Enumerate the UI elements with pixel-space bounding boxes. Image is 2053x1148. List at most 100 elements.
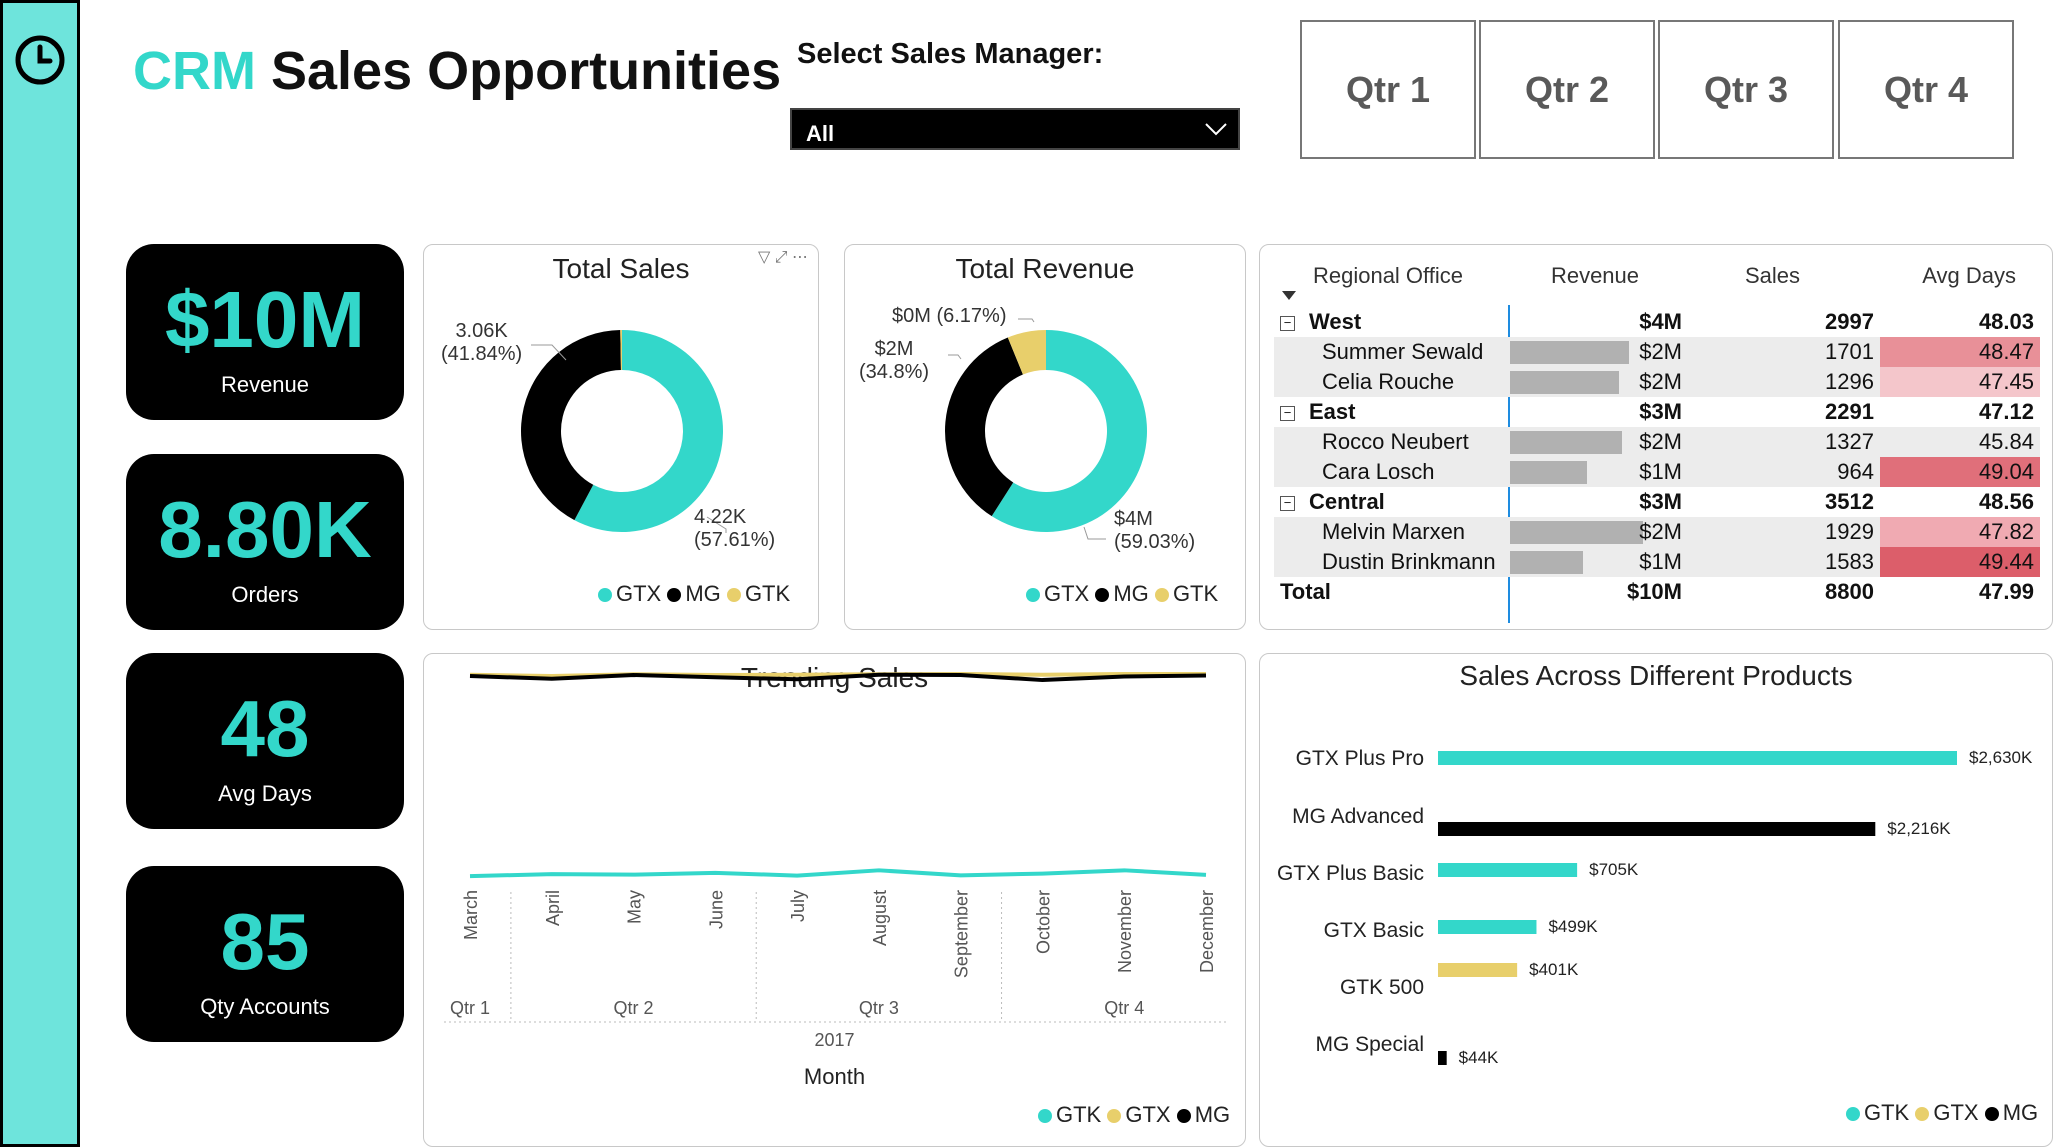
qtr-3-button[interactable]: Qtr 3: [1658, 20, 1834, 159]
row-label[interactable]: − Central: [1274, 487, 1502, 517]
column-header-revenue[interactable]: Revenue: [1550, 263, 1640, 288]
x-quarter-label: Qtr 3: [859, 998, 899, 1018]
x-tick-label: November: [1115, 890, 1135, 973]
row-label[interactable]: − East: [1274, 397, 1502, 427]
column-header-regional-office[interactable]: Regional Office: [1312, 263, 1463, 288]
row-label-text: Cara Losch: [1322, 459, 1435, 484]
regional-matrix-card: Regional Office Revenue Sales Avg Days −…: [1259, 244, 2053, 630]
qtr-2-button[interactable]: Qtr 2: [1479, 20, 1655, 159]
chart-title: Total Revenue: [955, 253, 1135, 284]
donut-slice-gtk[interactable]: [1007, 330, 1046, 375]
line-series-gtk[interactable]: [469, 868, 1207, 879]
bar-gtk-500[interactable]: [1438, 963, 1518, 977]
data-label-mg: $2M (34.8%): [859, 338, 929, 384]
matrix-region-row: − West $4M 2997 48.03: [1274, 307, 2040, 337]
row-label-text: Summer Sewald: [1322, 339, 1484, 364]
clock-icon[interactable]: [13, 33, 67, 92]
legend-item-gtx[interactable]: GTX: [598, 581, 661, 606]
donut-slice-mg[interactable]: [521, 330, 621, 521]
category-label: MG Advanced: [1292, 805, 1424, 828]
data-label-pct: (41.84%): [441, 343, 523, 365]
legend-item-gtx[interactable]: GTX: [1915, 1100, 1979, 1125]
more-options-icon[interactable]: ⋯: [792, 249, 808, 266]
manager-dropdown[interactable]: All: [790, 108, 1240, 150]
qtr-4-button[interactable]: Qtr 4: [1838, 20, 2014, 159]
products-bar-chart: GTX Plus Pro $2,630K MG Advanced $2,216K GTX…: [1277, 747, 2033, 1067]
avg-days-cell: 48.47: [1880, 337, 2040, 367]
collapse-icon[interactable]: −: [1280, 315, 1295, 331]
legend-item-mg[interactable]: MG: [667, 581, 721, 606]
column-header-sales[interactable]: Sales: [1744, 263, 1800, 288]
bar-mg-advanced[interactable]: [1438, 822, 1876, 836]
column-header-avg-days[interactable]: Avg Days: [1922, 263, 2016, 288]
bar-gtx-plus-basic[interactable]: [1438, 863, 1578, 877]
legend-item-gtx[interactable]: GTX: [1107, 1102, 1171, 1127]
matrix-region-row: − Central $3M 3512 48.56: [1274, 487, 2040, 517]
bar-gtx-basic[interactable]: [1438, 920, 1537, 934]
category-label: GTK 500: [1340, 976, 1424, 999]
kpi-label: Revenue: [220, 372, 310, 397]
matrix-region-row: − East $3M 2291 47.12: [1274, 397, 2040, 427]
revenue-bar: [1510, 521, 1643, 544]
data-label-mg: 3.06K (41.84%): [441, 320, 522, 366]
chart-title: Sales Across Different Products: [1459, 660, 1853, 691]
row-label-text: West: [1309, 309, 1362, 334]
revenue-cell: $2M: [1502, 517, 1688, 547]
row-label[interactable]: Total: [1274, 577, 1502, 607]
legend-item-mg[interactable]: MG: [1984, 1100, 2038, 1125]
data-label-gtx: 4.22K (57.61%): [694, 506, 775, 552]
avg-days-cell: 47.45: [1880, 367, 2040, 397]
x-tick-label: September: [952, 890, 972, 978]
data-label-gtk: $0M (6.17%): [892, 305, 1007, 328]
bar-gtx-plus-pro[interactable]: [1438, 751, 1957, 765]
x-tick-label: July: [788, 890, 808, 922]
matrix-person-row: Melvin Marxen $2M 1929 47.82: [1274, 517, 2040, 547]
row-label[interactable]: Summer Sewald: [1274, 337, 1502, 367]
legend-item-gtk[interactable]: GTK: [726, 581, 790, 606]
sales-cell: 1296: [1688, 367, 1880, 397]
avg-days-cell: 49.44: [1880, 547, 2040, 577]
row-label[interactable]: Rocco Neubert: [1274, 427, 1502, 457]
bar-value-label: $2,216K: [1887, 819, 1951, 838]
donut-slice-gtx[interactable]: [991, 330, 1147, 532]
revenue-value: $3M: [1639, 399, 1682, 424]
legend-item-gtk[interactable]: GTK: [1038, 1102, 1101, 1127]
donut-slice-mg[interactable]: [945, 337, 1023, 517]
legend-item-mg[interactable]: MG: [1176, 1102, 1230, 1127]
kpi-value: $10M: [164, 275, 366, 364]
revenue-cell: $3M: [1502, 487, 1688, 517]
row-label[interactable]: Cara Losch: [1274, 457, 1502, 487]
collapse-icon[interactable]: −: [1280, 495, 1295, 511]
revenue-cell: $4M: [1502, 307, 1688, 337]
revenue-value: $1M: [1639, 549, 1682, 574]
sort-descending-icon[interactable]: [1282, 288, 1296, 306]
revenue-cell: $10M: [1502, 577, 1688, 607]
bar-mg-special[interactable]: [1438, 1051, 1447, 1065]
revenue-value: $10M: [1626, 579, 1682, 604]
line-series-mg[interactable]: [469, 672, 1207, 683]
row-label[interactable]: Melvin Marxen: [1274, 517, 1502, 547]
legend-item-gtx[interactable]: GTX: [1026, 581, 1089, 606]
kpi-value: 48: [220, 684, 310, 773]
row-label[interactable]: Dustin Brinkmann: [1274, 547, 1502, 577]
bar-value-label: $401K: [1529, 960, 1579, 979]
legend-item-gtk[interactable]: GTK: [1154, 581, 1218, 606]
focus-mode-icon[interactable]: ⤢: [774, 249, 788, 266]
category-label: GTX Plus Pro: [1296, 747, 1424, 770]
donut-slice-gtk[interactable]: [620, 330, 622, 371]
revenue-bar: [1510, 431, 1622, 454]
legend-item-mg[interactable]: MG: [1095, 581, 1149, 606]
row-label-text: Melvin Marxen: [1322, 519, 1466, 544]
row-label-text: East: [1309, 399, 1356, 424]
row-label[interactable]: Celia Rouche: [1274, 367, 1502, 397]
kpi-value: 85: [220, 897, 310, 986]
collapse-icon[interactable]: −: [1280, 405, 1295, 421]
qtr-1-button[interactable]: Qtr 1: [1300, 20, 1476, 159]
filter-icon[interactable]: ▽: [757, 249, 771, 266]
row-label[interactable]: − West: [1274, 307, 1502, 337]
data-label-gtx: $4M (59.03%): [1114, 508, 1195, 554]
legend-item-gtk[interactable]: GTK: [1846, 1100, 1909, 1125]
title-accent: CRM: [133, 41, 256, 101]
donut-slice-gtx[interactable]: [574, 330, 723, 532]
total-sales-card: Total Sales ▽ ⤢ ⋯ 3.06K (41.84%) 4.22K (…: [423, 244, 819, 630]
